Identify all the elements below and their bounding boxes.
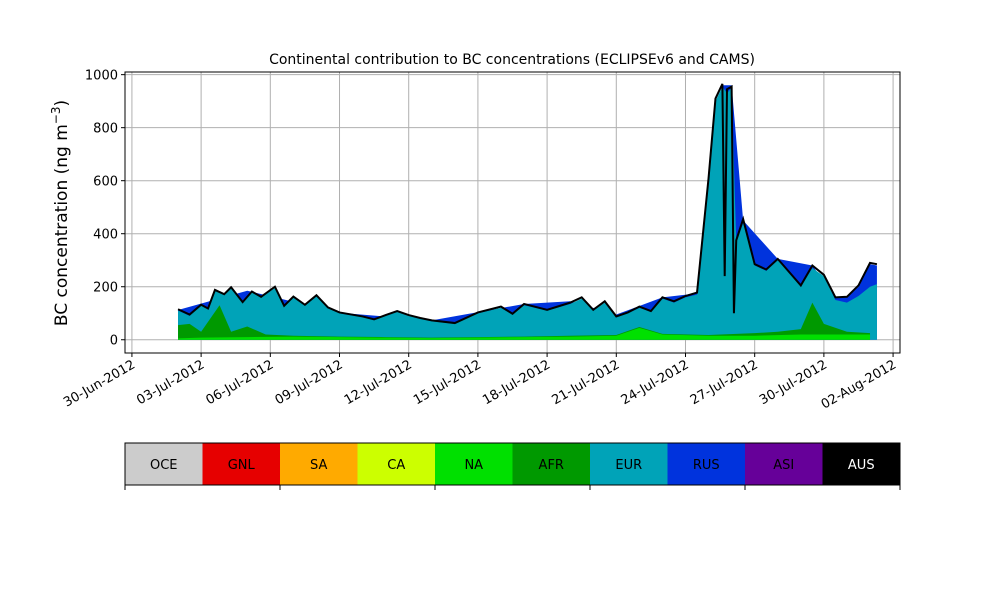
x-tick-label: 18-Jul-2012 (480, 357, 553, 408)
area-eur (178, 86, 877, 340)
legend-swatch-afr (512, 443, 591, 485)
y-tick-label: 400 (93, 228, 118, 243)
x-tick-label: 09-Jul-2012 (273, 357, 346, 408)
legend-label-aus: AUS (848, 458, 875, 473)
x-tick-label: 27-Jul-2012 (688, 357, 761, 408)
y-tick-label: 800 (93, 122, 118, 137)
area-series (178, 85, 877, 340)
y-tick-label: 0 (110, 334, 118, 349)
y-tick-label: 600 (93, 175, 118, 190)
legend-swatch-na (435, 443, 513, 485)
legend-swatch-eur (590, 443, 668, 485)
legend-label-eur: EUR (615, 458, 642, 473)
legend-swatch-oce (125, 443, 203, 485)
chart-title: Continental contribution to BC concentra… (269, 52, 755, 68)
colorbar-legend: OCE GNL SA CA NA AFR EUR RUS ASI AUS (124, 442, 901, 490)
total-line (177, 83, 878, 325)
y-axis-label-superscript: −3 (49, 106, 63, 124)
legend-label-ca: CA (387, 458, 405, 473)
y-axis-label-close: ) (52, 100, 72, 107)
total-line-group (177, 83, 878, 325)
legend-swatch-sa (280, 443, 358, 485)
legend-label-oce: OCE (150, 458, 178, 473)
legend-label-asi: ASI (773, 458, 794, 473)
legend-label-afr: AFR (539, 458, 564, 473)
area-na (178, 327, 871, 340)
y-tick-label: 1000 (85, 69, 118, 84)
y-axis-label: BC concentration (ng m−3) (49, 100, 72, 326)
legend-frame (124, 442, 901, 486)
legend-swatch-rus (667, 443, 746, 485)
legend-swatch-gnl (202, 443, 281, 485)
y-axis-label-main: BC concentration (ng m (52, 124, 72, 326)
x-tick-label: 02-Aug-2012 (819, 357, 899, 412)
legend-label-gnl: GNL (228, 458, 256, 473)
x-tick-label: 15-Jul-2012 (411, 357, 484, 408)
legend-swatch-asi (745, 443, 823, 485)
legend-swatch-ca (357, 443, 436, 485)
x-tick-label: 12-Jul-2012 (342, 357, 415, 408)
y-axis: 0 200 400 600 800 1000 (85, 69, 125, 349)
legend-label-na: NA (464, 458, 483, 473)
x-axis: 30-Jun-201203-Jul-201206-Jul-201209-Jul-… (61, 353, 899, 413)
x-tick-label: 30-Jun-2012 (61, 357, 138, 410)
legend-label-sa: SA (310, 458, 327, 473)
x-tick-label: 06-Jul-2012 (203, 357, 276, 408)
x-tick-label: 24-Jul-2012 (619, 357, 692, 408)
x-tick-label: 03-Jul-2012 (134, 357, 207, 408)
legend-label-rus: RUS (693, 458, 720, 473)
plot-frame (124, 71, 901, 354)
legend-swatch-aus (822, 443, 901, 485)
y-tick-label: 200 (93, 281, 118, 296)
x-tick-label: 21-Jul-2012 (549, 357, 622, 408)
